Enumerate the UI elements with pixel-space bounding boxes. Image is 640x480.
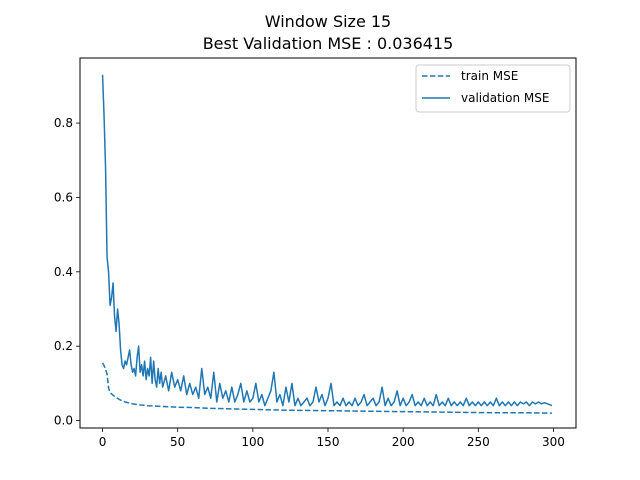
x-tick-label: 0 [99,435,107,449]
x-tick-label: 150 [317,435,340,449]
x-tick-label: 300 [542,435,565,449]
y-tick-label: 0.4 [54,265,73,279]
y-axis: 0.0 0.2 0.4 0.6 0.8 [54,116,80,428]
x-tick-label: 250 [467,435,490,449]
chart-title-line2: Best Validation MSE : 0.036415 [203,34,454,53]
y-tick-label: 0.2 [54,339,73,353]
validation-mse-line [101,74,553,407]
y-tick-label: 0.8 [54,116,73,130]
x-tick-label: 50 [170,435,185,449]
legend-label-validation: validation MSE [461,91,549,105]
x-tick-label: 200 [392,435,415,449]
y-tick-label: 0.0 [54,414,73,428]
legend: train MSE validation MSE [415,64,571,113]
x-tick-label: 100 [241,435,264,449]
plot-lines [101,74,553,414]
legend-box [415,64,571,113]
chart-title-line1: Window Size 15 [265,12,391,31]
legend-label-train: train MSE [461,69,518,83]
plot-frame [79,57,577,429]
x-axis: 0 50 100 150 200 250 300 [99,428,565,449]
y-tick-label: 0.6 [54,190,73,204]
